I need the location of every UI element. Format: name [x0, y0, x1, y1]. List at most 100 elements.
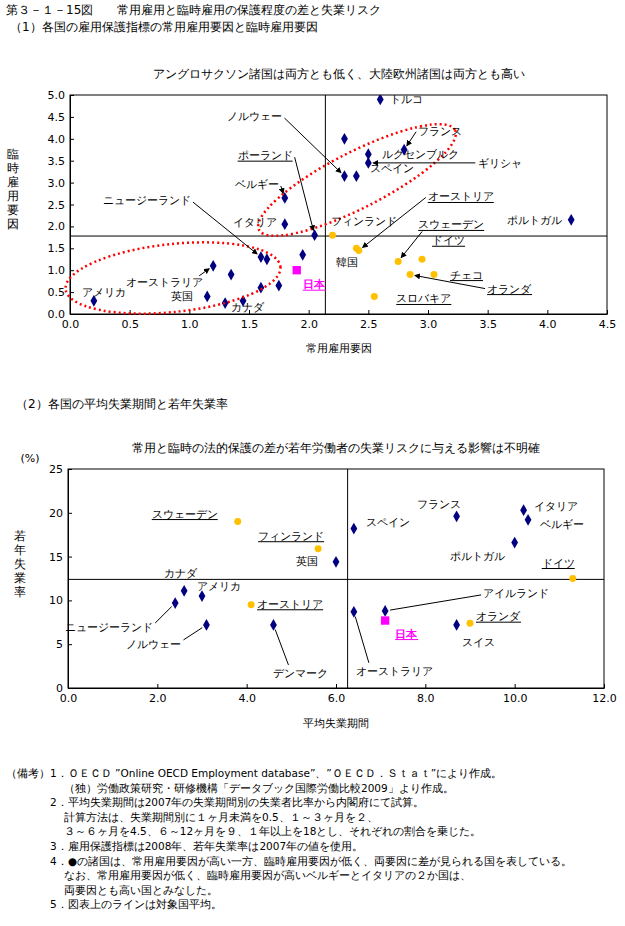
note-line: （独）労働政策研究・研修機構「データブック国際労働比較2009」より作成。 [64, 782, 454, 794]
leader-line [295, 157, 314, 230]
point [467, 620, 474, 627]
chart-subtitle: アングロサクソン諸国は両方とも低く、大陸欧州諸国は両方とも高い [153, 67, 525, 81]
y-tick-label: 20 [49, 507, 63, 520]
x-tick: 3.5 [479, 310, 497, 331]
note-line: ３～６ヶ月を4.5、６～12ヶ月を９、１年以上を18とし、それぞれの割合を乗じた… [64, 825, 481, 837]
point [172, 597, 179, 609]
point-label: スペイン [370, 162, 414, 175]
leader-line [407, 132, 416, 146]
y-tick-label: 25 [49, 463, 63, 476]
point-label: スウェーデン [418, 218, 484, 231]
point [395, 258, 402, 265]
point [275, 280, 282, 292]
x-axis: 0.02.04.06.08.010.012.0 [60, 684, 617, 705]
leader-line [401, 231, 422, 257]
x-tick: 4.5 [599, 310, 617, 331]
point-label: 韓国 [336, 256, 358, 269]
mean-line-x [347, 469, 348, 688]
leader-line [284, 118, 340, 173]
point [341, 133, 348, 145]
point-label: ニュージーランド [103, 194, 191, 207]
point-label: ルクセンブルク [382, 148, 459, 161]
point [270, 619, 277, 631]
point-label: オーストリア [428, 190, 494, 203]
point-label: アメリカ [82, 286, 126, 299]
x-tick: 1.0 [181, 310, 199, 331]
y-tick: 5 [56, 638, 72, 651]
y-tick: 3.0 [48, 177, 75, 190]
point [311, 229, 318, 241]
point [407, 271, 414, 278]
x-tick-label: 4.5 [599, 318, 617, 331]
chart: （2）各国の平均失業期間と若年失業率常用と臨時の法的保護の差が若年労働者の失業リ… [14, 397, 617, 730]
x-tick-label: 2.5 [360, 318, 378, 331]
x-tick: 2.0 [149, 684, 167, 705]
note-line: 5．図表上のラインは対象国平均。 [50, 898, 222, 910]
leader-lines [155, 595, 481, 665]
label-underline [396, 304, 451, 305]
point-label: フィンランド [331, 215, 397, 228]
note-line: 1．ＯＥＣＤ ”Online OECD Employment database”… [50, 767, 502, 779]
point-label: スペイン [366, 516, 410, 529]
x-tick: 12.0 [592, 684, 617, 705]
leader-line [183, 628, 202, 640]
y-tick-mark [68, 469, 72, 470]
y-tick-label: 1.0 [48, 264, 66, 277]
y-tick-mark [70, 314, 74, 315]
x-tick-mark [488, 310, 489, 314]
point-label: チェコ [450, 269, 483, 282]
y-tick-mark [70, 183, 74, 184]
y-tick-label: 1.5 [48, 242, 66, 255]
point-label: ノルウェー [126, 638, 181, 651]
x-tick: 8.0 [417, 684, 435, 705]
point [381, 616, 389, 624]
y-tick-mark [70, 95, 74, 96]
point [382, 605, 389, 617]
point [350, 606, 357, 618]
point [222, 297, 229, 309]
x-tick-label: 2.0 [149, 692, 167, 705]
label-underline [542, 568, 575, 569]
y-axis: 0.00.51.01.52.02.53.03.54.04.55.0 [48, 89, 75, 321]
x-tick: 3.0 [420, 310, 438, 331]
y-tick: 2.5 [48, 199, 75, 212]
point-label: ノルウェー [227, 110, 282, 123]
point [204, 291, 211, 303]
label-underline [257, 609, 323, 610]
point-label: トルコ [390, 93, 423, 106]
leader-line [390, 595, 481, 610]
point [228, 269, 235, 281]
point-label: オーストリア [257, 598, 323, 611]
x-tick-label: 4.0 [238, 692, 256, 705]
y-axis-title-char: 雇 [7, 175, 19, 189]
note-line: 両要因とも高い国とみなした。 [64, 884, 218, 896]
x-tick: 6.0 [328, 684, 346, 705]
plot-area [68, 469, 604, 688]
point [377, 95, 384, 105]
point [234, 518, 241, 525]
y-tick-label: 2.5 [48, 199, 66, 212]
point [511, 537, 518, 549]
x-tick-label: 6.0 [328, 692, 346, 705]
point-label: オーストラリア [126, 276, 203, 289]
y-tick: 20 [49, 507, 72, 520]
point [341, 170, 348, 182]
y-tick: 4.0 [48, 133, 75, 146]
x-tick-label: 1.0 [181, 318, 199, 331]
point [299, 249, 306, 261]
point-label: スウェーデン [152, 508, 218, 521]
y-tick-label: 2.0 [48, 220, 66, 233]
point-label: アメリカ [197, 580, 241, 593]
y-tick-label: 4.5 [48, 111, 66, 124]
point-label: フィンランド [258, 530, 324, 543]
y-tick-label: 0.5 [48, 286, 66, 299]
point [568, 214, 575, 226]
y-tick-label: 5.0 [48, 89, 66, 102]
chart: （1）各国の雇用保護指標の常用雇用要因と臨時雇用要因アングロサクソン諸国は両方と… [7, 20, 616, 355]
point-label: イタリア [233, 216, 277, 229]
y-tick-label: 0.0 [48, 308, 66, 321]
x-tick-label: 12.0 [592, 692, 617, 705]
y-tick-mark [68, 644, 72, 645]
point [520, 504, 527, 516]
y-axis-title-char: 率 [14, 585, 26, 599]
